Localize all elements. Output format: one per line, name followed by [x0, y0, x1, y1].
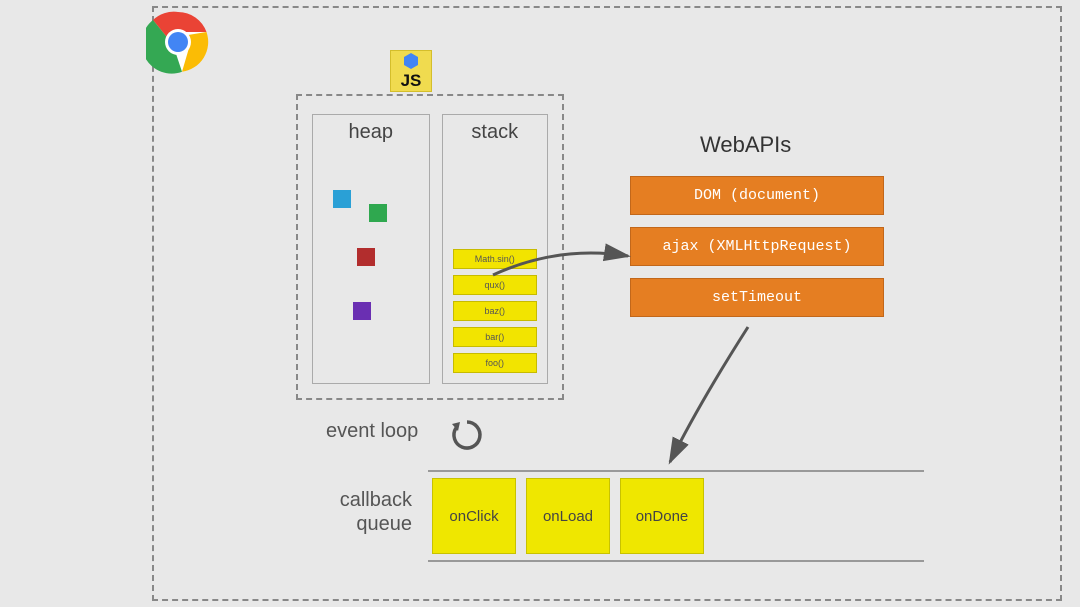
callback-item: onClick: [432, 478, 516, 554]
heap-block: [369, 204, 387, 222]
v8-js-badge-icon: JS: [390, 50, 432, 92]
webapis-list: DOM (document) ajax (XMLHttpRequest) setTi…: [630, 176, 884, 317]
arrow-stack-to-webapis-icon: [488, 240, 638, 300]
callback-item: onDone: [620, 478, 704, 554]
stack-frame: foo(): [453, 353, 538, 373]
webapi-item: ajax (XMLHttpRequest): [630, 227, 884, 266]
js-badge-text: JS: [401, 72, 422, 91]
stack-title: stack: [471, 121, 518, 144]
heap-title: heap: [349, 121, 394, 144]
heap-column: heap: [312, 114, 430, 384]
stack-frame: baz(): [453, 301, 538, 321]
webapi-item: DOM (document): [630, 176, 884, 215]
callback-queue: onClickonLoadonDone: [432, 478, 704, 554]
callback-queue-label-2: queue: [356, 513, 412, 535]
heap-block: [353, 302, 371, 320]
callback-queue-bottom-line: [428, 560, 924, 562]
heap-area: [313, 144, 429, 383]
arrow-webapis-to-queue-icon: [640, 322, 760, 472]
callback-item: onLoad: [526, 478, 610, 554]
webapi-item: setTimeout: [630, 278, 884, 317]
stack-frame: bar(): [453, 327, 538, 347]
heap-block: [357, 248, 375, 266]
callback-queue-top-line: [428, 470, 924, 472]
event-loop-label: event loop: [326, 420, 418, 443]
heap-block: [333, 190, 351, 208]
webapis-title: WebAPIs: [700, 132, 791, 158]
callback-queue-label-1: callback: [340, 489, 412, 511]
chrome-logo-icon: [146, 10, 210, 74]
event-loop-icon: [450, 418, 484, 452]
callback-queue-label: callback queue: [316, 488, 412, 536]
